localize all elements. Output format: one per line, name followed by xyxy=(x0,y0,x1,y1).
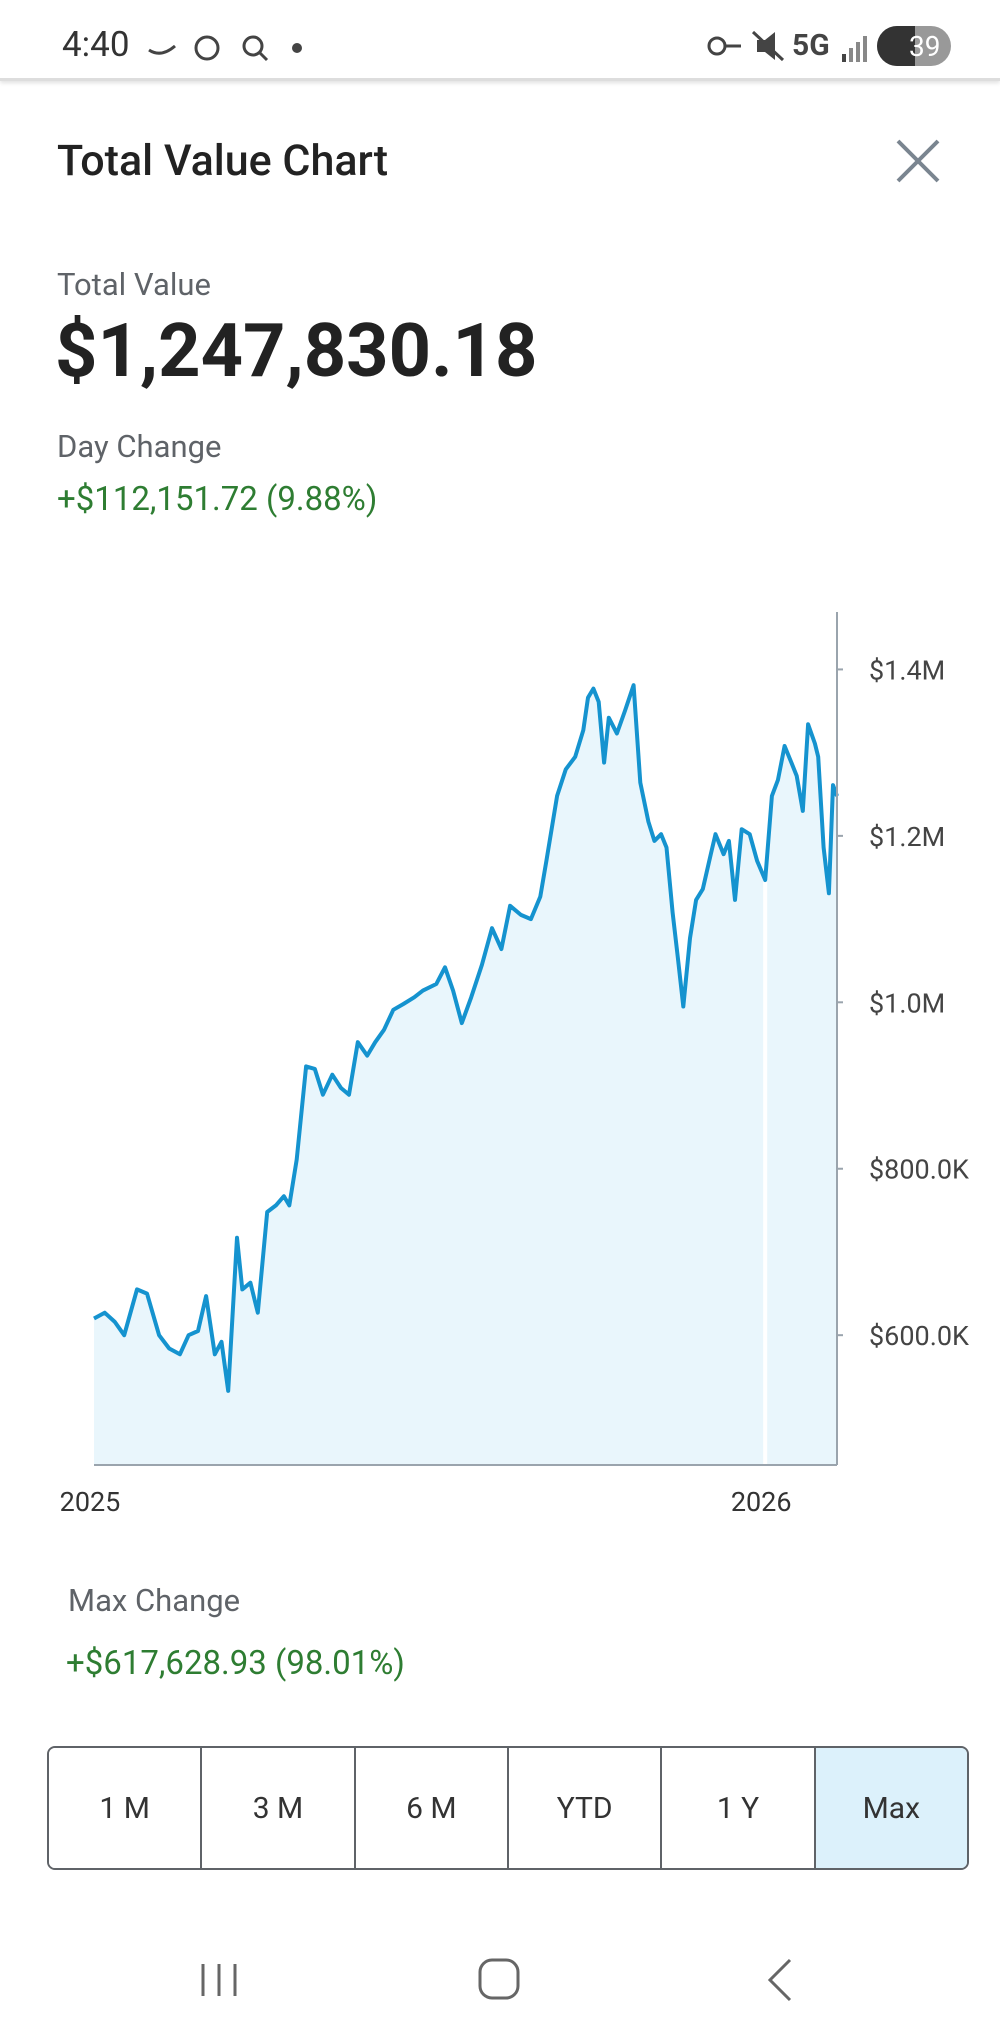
range-button[interactable]: 3 M xyxy=(200,1748,354,1868)
back-button[interactable] xyxy=(767,1958,792,2002)
y-tick-label: $1.4M xyxy=(869,654,945,686)
chart: 2025 2026 $600.0K $800.0K $1.0M $1.2M $1.4M xyxy=(60,612,969,1518)
navigation-bar xyxy=(201,1958,792,2002)
area xyxy=(94,685,837,1465)
total-label: Total Value xyxy=(57,266,211,303)
clock: 4:40 xyxy=(62,24,130,65)
y-tick-label: $800.0K xyxy=(869,1154,969,1186)
total-value: $1,247,830.18 xyxy=(55,308,538,395)
notification-icons xyxy=(148,35,302,62)
range-button[interactable]: 1 M xyxy=(49,1748,201,1868)
signal-icon xyxy=(842,36,867,62)
range-button[interactable]: Max xyxy=(813,1748,967,1868)
status-bar: 4:40 5G 39 xyxy=(0,0,1000,81)
range-button[interactable]: 6 M xyxy=(353,1748,507,1868)
x-tick-label: 2026 xyxy=(731,1486,792,1518)
home-button[interactable] xyxy=(478,1958,520,2000)
range-button[interactable]: 1 Y xyxy=(660,1748,814,1868)
recents-button[interactable] xyxy=(201,1964,237,1996)
system-icons xyxy=(707,30,785,62)
battery-level: 39 xyxy=(909,30,941,63)
close-button[interactable] xyxy=(895,138,941,184)
line xyxy=(93,683,839,1393)
network-type: 5G xyxy=(792,28,830,63)
y-tick-label: $1.0M xyxy=(869,987,945,1019)
range-button[interactable]: YTD xyxy=(506,1748,661,1868)
y-tick-label: $1.2M xyxy=(869,821,945,853)
title: Total Value Chart xyxy=(57,136,389,186)
battery: 39 xyxy=(877,26,951,66)
x-tick-label: 2025 xyxy=(60,1486,121,1518)
max-change-value: +$617,628.93 (98.01%) xyxy=(66,1644,405,1683)
day-change-label: Day Change xyxy=(57,428,222,465)
day-change-value: +$112,151.72 (9.88%) xyxy=(57,480,378,519)
max-change-label: Max Change xyxy=(68,1582,241,1619)
y-tick-label: $600.0K xyxy=(869,1320,969,1352)
